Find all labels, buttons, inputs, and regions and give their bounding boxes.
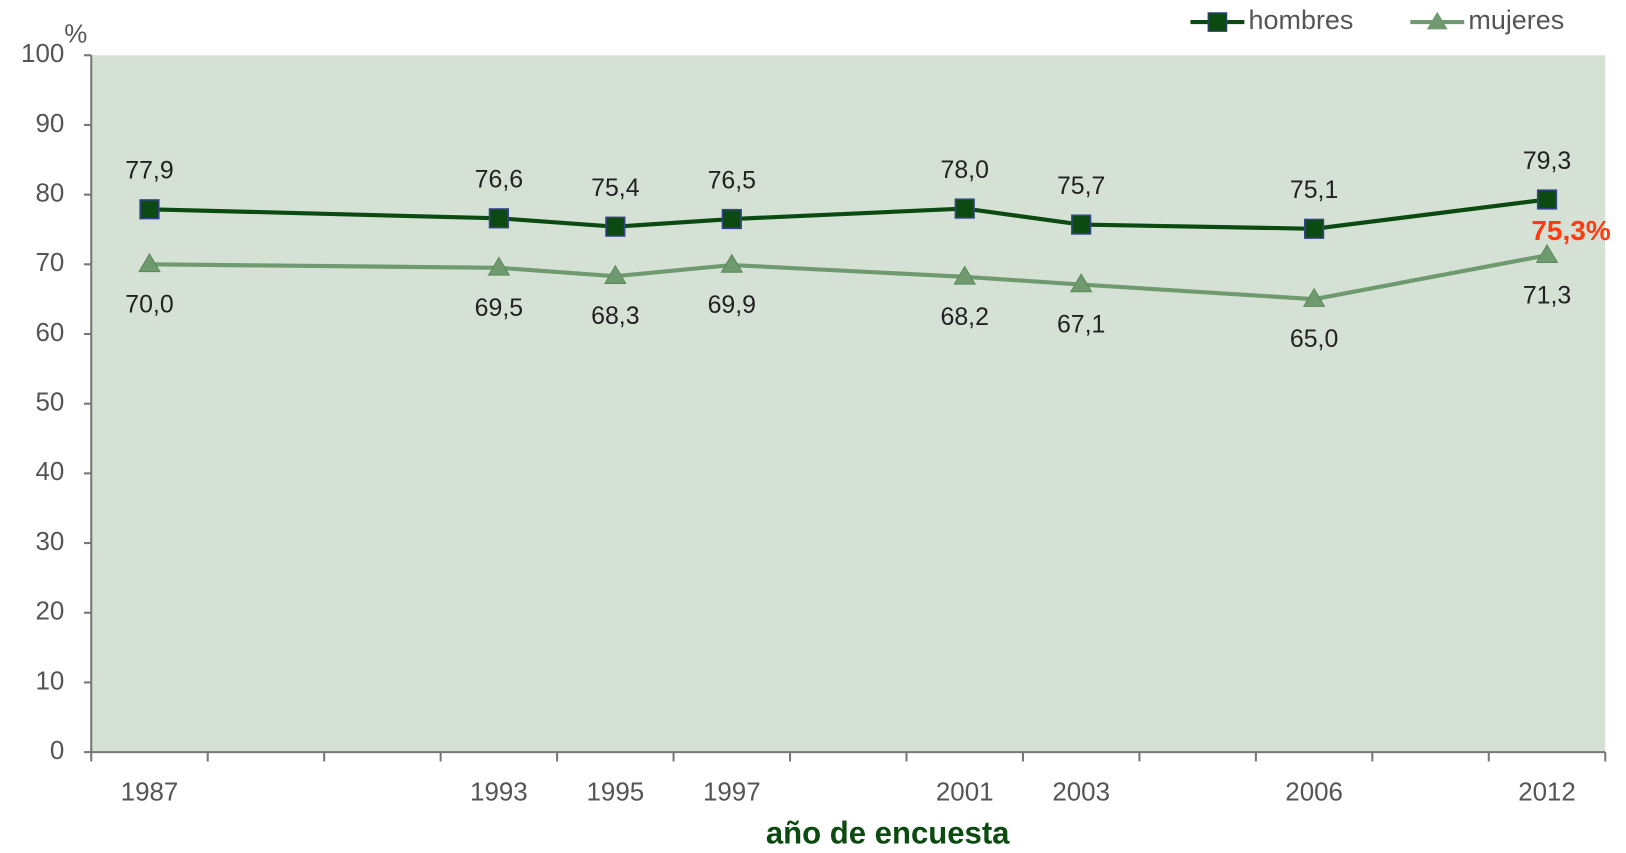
data-label: 79,3 — [1523, 147, 1571, 175]
marker — [1535, 243, 1559, 264]
y-tick-label: 20 — [35, 598, 64, 626]
marker — [953, 265, 976, 285]
y-axis-unit: % — [64, 20, 87, 48]
series-line — [1081, 282, 1315, 302]
marker — [1303, 218, 1325, 239]
marker — [605, 216, 626, 237]
series-line — [615, 262, 732, 279]
marker — [139, 199, 160, 220]
series-line — [615, 216, 732, 229]
series-line — [498, 216, 616, 229]
legend-label: mujeres — [1468, 5, 1564, 35]
x-tick-label: 2006 — [1285, 778, 1343, 806]
data-label: 70,0 — [125, 290, 173, 318]
data-label: 75,7 — [1057, 172, 1105, 200]
x-tick-label: 1987 — [121, 778, 179, 806]
marker — [720, 253, 744, 273]
x-tick-label: 2003 — [1052, 778, 1110, 806]
annotation: 75,3% — [1531, 215, 1610, 246]
marker — [488, 208, 509, 229]
marker — [1536, 189, 1558, 210]
y-tick-label: 100 — [21, 40, 64, 68]
series-line — [498, 265, 616, 279]
legend-label: hombres — [1249, 5, 1354, 35]
x-tick-label: 1993 — [470, 778, 528, 806]
x-tick-label: 1997 — [703, 778, 761, 806]
series-line — [731, 206, 965, 222]
data-label: 77,9 — [125, 157, 173, 185]
y-tick-label: 70 — [35, 249, 64, 277]
data-label: 69,5 — [475, 294, 523, 322]
marker — [954, 198, 975, 219]
x-axis-label: año de encuesta — [766, 815, 1010, 850]
y-tick-label: 10 — [35, 667, 64, 695]
series-line — [964, 206, 1082, 227]
data-label: 71,3 — [1523, 281, 1571, 309]
x-tick-label: 2012 — [1518, 778, 1576, 806]
marker — [138, 252, 161, 273]
y-tick-label: 40 — [35, 458, 64, 486]
y-tick-label: 50 — [35, 389, 64, 417]
y-tick-label: 0 — [50, 737, 64, 765]
series-line — [1313, 253, 1548, 302]
data-label: 75,4 — [591, 174, 640, 202]
series-line — [149, 207, 499, 221]
series-line — [964, 274, 1082, 287]
data-label: 68,3 — [591, 302, 639, 330]
marker — [487, 256, 511, 276]
marker — [721, 208, 742, 230]
marker — [604, 264, 627, 284]
data-label: 76,6 — [475, 166, 523, 194]
series-line — [149, 262, 499, 270]
plot-background — [91, 55, 1606, 753]
data-label: 69,9 — [708, 291, 756, 319]
data-label: 75,1 — [1290, 176, 1338, 204]
data-label: 78,0 — [941, 156, 989, 184]
y-tick-label: 60 — [35, 319, 64, 347]
data-label: 67,1 — [1057, 311, 1105, 339]
legend-marker — [1426, 11, 1448, 30]
x-tick-label: 2001 — [936, 778, 994, 806]
series-line — [1081, 222, 1315, 231]
marker — [1069, 273, 1093, 293]
data-label: 68,2 — [941, 303, 989, 331]
y-tick-label: 30 — [35, 528, 64, 556]
data-label: 65,0 — [1290, 325, 1338, 353]
series-line — [1313, 197, 1548, 231]
x-tick-label: 1995 — [587, 778, 645, 806]
series-line — [731, 262, 965, 279]
legend-marker — [1207, 12, 1228, 32]
marker — [1071, 214, 1092, 235]
y-tick-label: 80 — [35, 179, 64, 207]
marker — [1302, 287, 1326, 307]
y-tick-label: 90 — [35, 110, 64, 138]
data-label: 76,5 — [708, 166, 756, 194]
